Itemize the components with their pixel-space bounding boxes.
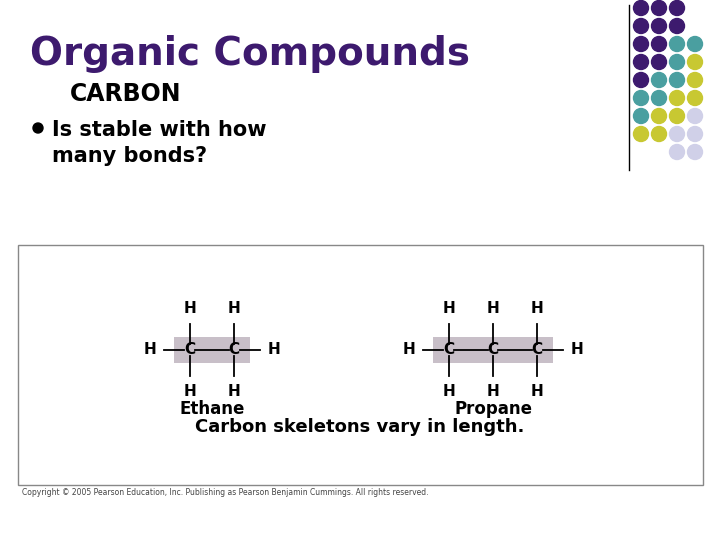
Bar bbox=[18, 245, 703, 485]
Circle shape bbox=[688, 145, 703, 159]
Text: H: H bbox=[487, 384, 500, 399]
Text: H: H bbox=[487, 301, 500, 316]
Circle shape bbox=[634, 55, 649, 70]
Text: H: H bbox=[443, 384, 455, 399]
Circle shape bbox=[33, 123, 43, 133]
Circle shape bbox=[652, 37, 667, 51]
Text: Carbon skeletons vary in length.: Carbon skeletons vary in length. bbox=[195, 418, 525, 436]
Text: C: C bbox=[487, 342, 498, 357]
Circle shape bbox=[670, 109, 685, 124]
Circle shape bbox=[670, 72, 685, 87]
Circle shape bbox=[652, 55, 667, 70]
Circle shape bbox=[652, 18, 667, 33]
Text: H: H bbox=[228, 301, 240, 316]
Circle shape bbox=[652, 1, 667, 16]
Circle shape bbox=[670, 37, 685, 51]
Circle shape bbox=[688, 126, 703, 141]
Circle shape bbox=[670, 18, 685, 33]
Text: Is stable with how: Is stable with how bbox=[52, 120, 266, 140]
Text: C: C bbox=[184, 342, 196, 357]
Circle shape bbox=[670, 55, 685, 70]
Text: Ethane: Ethane bbox=[179, 400, 245, 418]
Text: H: H bbox=[531, 384, 544, 399]
Text: C: C bbox=[531, 342, 543, 357]
Text: Propane: Propane bbox=[454, 400, 532, 418]
Text: C: C bbox=[444, 342, 454, 357]
Circle shape bbox=[634, 109, 649, 124]
Text: Organic Compounds: Organic Compounds bbox=[30, 35, 470, 73]
Circle shape bbox=[652, 91, 667, 105]
Text: CARBON: CARBON bbox=[70, 82, 181, 106]
Circle shape bbox=[634, 37, 649, 51]
Text: Copyright © 2005 Pearson Education, Inc. Publishing as Pearson Benjamin Cummings: Copyright © 2005 Pearson Education, Inc.… bbox=[22, 488, 428, 497]
Circle shape bbox=[634, 18, 649, 33]
Circle shape bbox=[670, 145, 685, 159]
Circle shape bbox=[634, 72, 649, 87]
Circle shape bbox=[670, 1, 685, 16]
Text: H: H bbox=[184, 384, 197, 399]
Text: H: H bbox=[531, 301, 544, 316]
Text: C: C bbox=[228, 342, 240, 357]
Text: many bonds?: many bonds? bbox=[52, 146, 207, 166]
Text: H: H bbox=[228, 384, 240, 399]
Circle shape bbox=[688, 109, 703, 124]
Text: H: H bbox=[143, 342, 156, 357]
Circle shape bbox=[652, 126, 667, 141]
Text: H: H bbox=[571, 342, 584, 357]
Circle shape bbox=[652, 72, 667, 87]
Circle shape bbox=[634, 91, 649, 105]
Text: H: H bbox=[184, 301, 197, 316]
Circle shape bbox=[670, 126, 685, 141]
Circle shape bbox=[688, 55, 703, 70]
Circle shape bbox=[688, 37, 703, 51]
Circle shape bbox=[670, 91, 685, 105]
Text: H: H bbox=[402, 342, 415, 357]
Circle shape bbox=[652, 109, 667, 124]
Circle shape bbox=[634, 126, 649, 141]
Bar bbox=[174, 337, 250, 363]
Text: H: H bbox=[268, 342, 281, 357]
Circle shape bbox=[688, 91, 703, 105]
Text: H: H bbox=[443, 301, 455, 316]
Circle shape bbox=[688, 72, 703, 87]
Bar bbox=[433, 337, 553, 363]
Circle shape bbox=[634, 1, 649, 16]
